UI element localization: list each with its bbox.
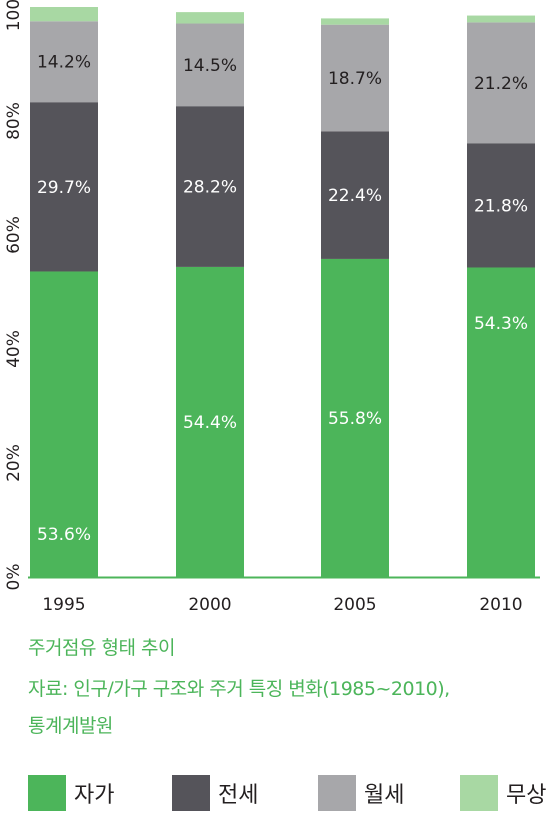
legend: 자가 전세 월세 무상	[0, 774, 547, 814]
x-tick-label: 2005	[333, 595, 376, 615]
x-tick-label: 2010	[479, 595, 522, 615]
y-tick-label: 80%	[4, 102, 24, 140]
legend-item: 월세	[318, 774, 404, 812]
bar-segment	[467, 267, 535, 577]
data-label: 21.8%	[474, 196, 528, 216]
legend-label: 월세	[364, 783, 405, 808]
data-label: 21.2%	[474, 74, 528, 94]
y-tick-label: 100%	[4, 0, 24, 31]
legend-swatch	[172, 775, 210, 811]
data-label: 22.4%	[328, 186, 382, 206]
bar-segment	[467, 143, 535, 268]
legend-item: 무상	[460, 774, 546, 812]
legend-item: 전세	[172, 774, 258, 812]
bar-segment	[321, 131, 389, 259]
y-tick-label: 40%	[4, 330, 24, 368]
legend-swatch	[28, 775, 66, 811]
x-tick-label: 2000	[188, 595, 231, 615]
legend-item: 자가	[28, 774, 114, 812]
bar-segment	[30, 271, 98, 577]
data-label: 14.2%	[37, 53, 91, 73]
bar-segment	[176, 23, 244, 107]
data-label: 54.3%	[474, 314, 528, 334]
data-label: 55.8%	[328, 409, 382, 429]
data-label: 18.7%	[328, 69, 382, 89]
bar-segment	[176, 266, 244, 577]
chart-source: 자료: 인구/가구 구조와 주거 특징 변화(1985~2010),	[28, 678, 450, 700]
x-tick-label: 1995	[42, 595, 85, 615]
legend-swatch	[460, 775, 498, 811]
data-label: 29.7%	[37, 178, 91, 198]
bar-segment	[30, 21, 98, 103]
bar-segment	[176, 12, 244, 24]
bar-segment	[176, 106, 244, 267]
legend-label: 자가	[74, 783, 115, 808]
y-tick-label: 60%	[4, 216, 24, 254]
y-tick-label: 20%	[4, 444, 24, 482]
bar-segment	[30, 102, 98, 272]
data-label: 53.6%	[37, 525, 91, 545]
legend-swatch	[318, 775, 356, 811]
legend-label: 전세	[218, 783, 259, 808]
data-label: 28.2%	[183, 178, 237, 198]
data-label: 54.4%	[183, 413, 237, 433]
bar-segment	[467, 22, 535, 144]
chart-source-line2: 통계계발원	[28, 715, 113, 737]
legend-label: 무상	[506, 783, 547, 808]
y-tick-label: 0%	[4, 564, 24, 591]
bar-segment	[321, 18, 389, 25]
stacked-bar-chart: 0% 20% 40% 60% 80% 100% 53.6% 29.7% 14.2% 1995 54.…	[4, 0, 540, 615]
chart-title: 주거점유 형태 추이	[28, 637, 175, 659]
bar-segment	[467, 15, 535, 23]
bar-segment	[321, 24, 389, 132]
bar-segment	[321, 258, 389, 577]
data-label: 14.5%	[183, 56, 237, 76]
bar-segment	[30, 7, 98, 22]
